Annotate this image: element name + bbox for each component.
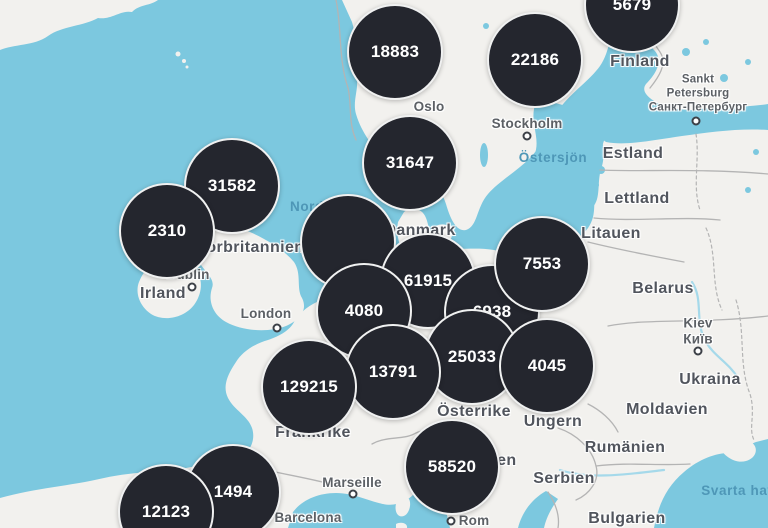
cluster-count: 5679 xyxy=(612,0,652,14)
cluster-count: 58520 xyxy=(427,457,477,476)
border-ukraine-russia-dashed xyxy=(735,299,755,441)
cluster-count: 4080 xyxy=(344,301,384,320)
mediterranean-sea xyxy=(288,489,450,528)
adriatic-sea xyxy=(518,491,558,528)
border-balkans xyxy=(547,491,560,528)
border-norway-sweden xyxy=(335,0,357,141)
cluster-count: 2310 xyxy=(147,221,187,240)
lake xyxy=(480,143,488,167)
lake xyxy=(745,187,751,193)
lake xyxy=(703,39,709,45)
border-belarus-ukraine xyxy=(607,315,768,327)
cluster-count: 1494 xyxy=(213,482,253,501)
island-sardinia xyxy=(396,522,408,528)
lake xyxy=(753,149,759,155)
cluster-count: 61915 xyxy=(403,271,453,290)
city-dot xyxy=(522,131,532,141)
cluster-count: 25033 xyxy=(447,347,497,366)
city-dot xyxy=(272,323,282,333)
cluster-marker[interactable]: 58520 xyxy=(404,419,500,515)
cluster-count: 18883 xyxy=(370,42,420,61)
island-great-britain xyxy=(194,223,305,331)
city-dot xyxy=(187,282,197,292)
cluster-marker[interactable]: 4045 xyxy=(499,318,595,414)
border-estonia-latvia xyxy=(599,169,768,175)
lake xyxy=(593,182,599,188)
city-dot xyxy=(348,489,358,499)
border-lithuania-belarus xyxy=(587,241,685,263)
border-estonia-russia-dashed xyxy=(695,133,701,211)
island-corsica xyxy=(395,496,411,517)
cluster-marker[interactable]: 31647 xyxy=(362,115,458,211)
cluster-count: 22186 xyxy=(510,50,560,69)
river-dnieper xyxy=(690,280,740,380)
city-dot xyxy=(693,346,703,356)
city-dot xyxy=(446,516,456,526)
cluster-count: 13791 xyxy=(368,362,418,381)
landmass-northwest xyxy=(0,0,158,50)
city-dot xyxy=(691,116,701,126)
border-hungary-ukraine xyxy=(587,403,619,433)
islet xyxy=(182,59,186,63)
cluster-marker[interactable]: 129215 xyxy=(261,339,357,435)
border-latvia-lithuania xyxy=(593,217,721,221)
islet xyxy=(185,65,189,69)
cluster-marker[interactable]: 22186 xyxy=(487,12,583,108)
cluster-count: 31647 xyxy=(385,153,435,172)
lake xyxy=(720,74,728,82)
river-danube xyxy=(558,468,666,477)
border-romania-bulgaria xyxy=(595,463,691,467)
lake xyxy=(745,59,751,65)
cluster-count: 12123 xyxy=(141,502,191,521)
cluster-marker[interactable]: 18883 xyxy=(347,4,443,100)
cluster-marker[interactable]: 2310 xyxy=(119,183,215,279)
cluster-marker[interactable]: 5679 xyxy=(584,0,680,53)
peninsula-crimea xyxy=(720,438,756,462)
cluster-count: 7553 xyxy=(522,254,562,273)
cluster-count: 31582 xyxy=(207,176,257,195)
cluster-marker[interactable]: 13791 xyxy=(345,324,441,420)
cluster-count: 129215 xyxy=(280,377,338,396)
islet xyxy=(175,51,181,57)
cluster-marker[interactable]: 7553 xyxy=(494,216,590,312)
gulf-of-finland xyxy=(597,104,768,144)
border-belarus-russia-dashed xyxy=(705,227,723,311)
lake xyxy=(483,23,489,29)
cluster-count: 4045 xyxy=(527,356,567,375)
lake xyxy=(682,48,690,56)
